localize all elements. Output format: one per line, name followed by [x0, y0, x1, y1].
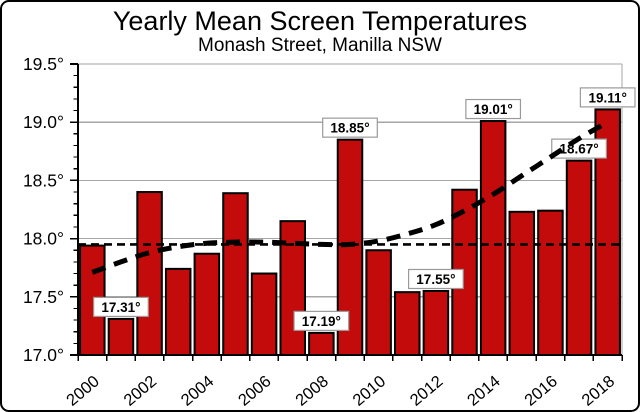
x-tick-label-2012: 2012 [407, 372, 447, 409]
x-tick-labels: 2000 2002 2004 2006 2008 2010 2012 2014 2016 2018 [63, 372, 618, 409]
y-tick-label-19.5°: 19.5° [23, 54, 64, 74]
bar-2014 [479, 120, 507, 357]
y-tick-label-18.5°: 18.5° [23, 170, 64, 190]
y-ticks [70, 63, 78, 356]
x-ticks [77, 355, 623, 361]
data-label-2009: 18.85° [322, 117, 378, 138]
data-label-2017: 18.67° [551, 138, 607, 159]
chart-subtitle: Monash Street, Manilla NSW [198, 35, 442, 56]
data-labels: 17.31° 17.19° 18.85° 17.55° 19.01° 18.67° 19.1… [93, 87, 636, 331]
bar-2006 [250, 272, 278, 356]
bars [79, 108, 621, 357]
bar-2012 [422, 289, 450, 357]
trend-line [91, 120, 609, 275]
data-label-2012: 17.55° [407, 268, 464, 290]
bar-2005 [222, 192, 249, 356]
y-tick-labels: 17.0° 17.5° 18.0° 18.5° 19.0° 19.5° [23, 54, 64, 365]
chart-title: Yearly Mean Screen Temperatures [112, 6, 528, 36]
bar-2004 [193, 252, 221, 356]
bar-2015 [508, 210, 536, 356]
x-tick-label-2018: 2018 [579, 372, 619, 409]
x-tick-label-2006: 2006 [235, 372, 275, 409]
svg-text:17.31°: 17.31° [101, 300, 140, 315]
svg-text:19.01°: 19.01° [474, 102, 513, 117]
svg-text:17.19°: 17.19° [302, 314, 341, 329]
bar-2001 [107, 317, 135, 356]
data-label-2014: 19.01° [465, 98, 522, 120]
y-tick-label-19.0°: 19.0° [23, 112, 64, 132]
x-tick-label-2014: 2014 [464, 372, 504, 409]
data-label-2018: 19.11° [579, 87, 636, 108]
data-label-2001: 17.31° [93, 296, 149, 318]
x-tick-label-2016: 2016 [521, 372, 561, 409]
x-tick-label-2004: 2004 [178, 372, 218, 409]
x-tick-label-2010: 2010 [350, 372, 390, 409]
data-label-2008: 17.19° [293, 310, 350, 331]
y-tick-label-18.0°: 18.0° [23, 229, 64, 249]
x-tick-label-2008: 2008 [292, 372, 332, 409]
y-tick-label-17.0°: 17.0° [23, 345, 64, 365]
svg-text:18.67°: 18.67° [559, 142, 598, 157]
x-tick-label-2002: 2002 [120, 372, 160, 409]
bar-2011 [394, 291, 421, 357]
bar-2008 [308, 331, 335, 357]
svg-text:18.85°: 18.85° [330, 121, 369, 136]
y-tick-label-17.5°: 17.5° [23, 287, 64, 307]
x-tick-label-2000: 2000 [63, 372, 103, 409]
svg-text:17.55°: 17.55° [416, 272, 455, 287]
bar-2017 [565, 159, 593, 356]
bar-2002 [136, 191, 163, 356]
svg-text:19.11°: 19.11° [588, 90, 626, 105]
bar-2003 [164, 267, 192, 357]
bar-2016 [537, 209, 564, 356]
bar-2010 [365, 249, 392, 357]
